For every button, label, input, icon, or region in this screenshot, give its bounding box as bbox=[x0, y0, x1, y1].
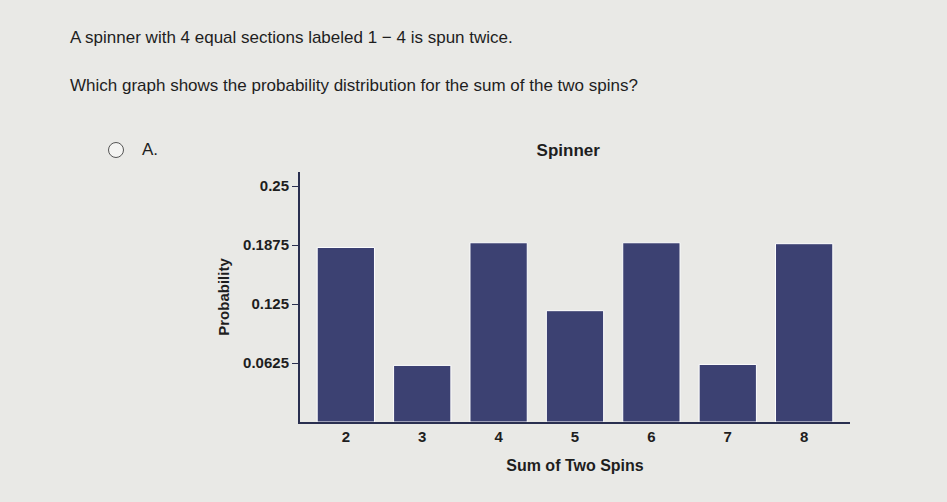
html-text:A spinner with 4 equal section: A spinner with 4 equal sections labeled … bbox=[70, 28, 513, 47]
svg-text:Probability: Probability bbox=[215, 258, 232, 336]
svg-text:8: 8 bbox=[800, 428, 808, 445]
svg-text:0.125: 0.125 bbox=[251, 295, 289, 312]
svg-text:3: 3 bbox=[418, 428, 426, 445]
html-text:A.: A. bbox=[142, 140, 159, 159]
html-text:Which graph shows the probabil: Which graph shows the probability distri… bbox=[70, 76, 638, 95]
svg-text:2: 2 bbox=[342, 428, 350, 445]
svg-text:0.25: 0.25 bbox=[260, 177, 289, 194]
svg-text:Sum of Two Spins: Sum of Two Spins bbox=[506, 457, 644, 474]
svg-text:0.0625: 0.0625 bbox=[243, 354, 289, 371]
svg-text:Spinner: Spinner bbox=[537, 141, 601, 160]
svg-text:6: 6 bbox=[647, 428, 655, 445]
svg-text:0.1875: 0.1875 bbox=[243, 236, 289, 253]
svg-text:5: 5 bbox=[571, 428, 579, 445]
svg-text:4: 4 bbox=[494, 428, 503, 445]
svg-text:7: 7 bbox=[724, 428, 732, 445]
